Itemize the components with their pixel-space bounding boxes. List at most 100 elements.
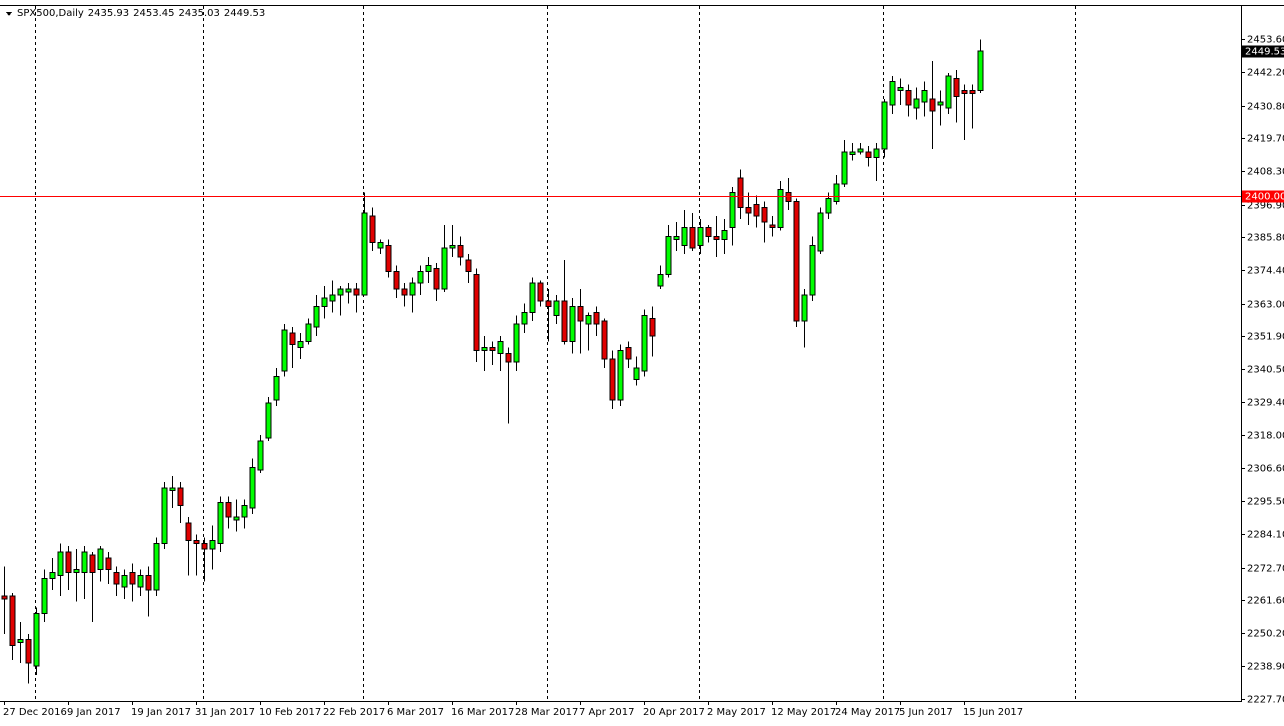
y-tick-label: 2453.60	[1247, 35, 1284, 46]
candle-body	[329, 294, 336, 302]
y-tick-label: 2295.50	[1247, 497, 1284, 508]
y-tick-label: 2306.60	[1247, 464, 1284, 475]
candle-body	[609, 358, 616, 401]
y-tick-label: 2238.90	[1247, 662, 1284, 673]
candle-body	[89, 554, 96, 573]
candle-body	[417, 271, 424, 284]
candle-body	[841, 151, 848, 185]
candle-body	[105, 557, 112, 571]
candle-body	[961, 89, 968, 94]
candle-body	[721, 230, 728, 240]
candle-body	[369, 215, 376, 243]
y-tick-label: 2363.00	[1247, 300, 1284, 311]
level-label-box	[1242, 190, 1284, 203]
candle-body	[217, 501, 224, 544]
candle-body	[737, 177, 744, 208]
candle-body	[953, 78, 960, 97]
candle-body	[857, 148, 864, 153]
candle-body	[81, 551, 88, 573]
candle-body	[201, 542, 208, 550]
header-icon	[6, 12, 12, 16]
low: 2435.03	[179, 8, 220, 19]
y-tick-label: 2284.10	[1247, 530, 1284, 541]
candle-body	[233, 516, 240, 521]
candle-body	[585, 314, 592, 325]
candle-body	[521, 311, 528, 325]
x-tick-label: 31 Jan 2017	[195, 707, 255, 718]
candle-body	[593, 311, 600, 325]
candle-body	[697, 227, 704, 246]
candle-body	[97, 548, 104, 571]
candle-body	[441, 247, 448, 290]
candle-body	[833, 183, 840, 202]
candle-body	[73, 569, 80, 573]
candle-body	[409, 282, 416, 296]
candle-body	[513, 323, 520, 363]
candle-body	[641, 314, 648, 372]
x-tick-label: 27 Dec 2016	[3, 707, 67, 718]
y-tick-label: 2408.30	[1247, 167, 1284, 178]
candle-body	[185, 522, 192, 541]
candle-body	[25, 639, 32, 664]
candle-body	[969, 89, 976, 94]
candle-body	[809, 244, 816, 296]
x-tick-label: 28 Mar 2017	[515, 707, 578, 718]
level-label: 2400.00	[1245, 192, 1284, 203]
candle-body	[769, 224, 776, 229]
x-tick-label: 7 Apr 2017	[579, 707, 634, 718]
chart-header: SPX500,Daily 2435.93 2453.45 2435.03 2449.53	[17, 8, 265, 19]
candle-body	[129, 571, 136, 585]
candle-body	[289, 332, 296, 346]
candle-body	[121, 574, 128, 588]
y-tick-label: 2442.20	[1247, 68, 1284, 79]
high: 2453.45	[133, 8, 174, 19]
x-tick-label: 2 May 2017	[707, 707, 766, 718]
candle-body	[321, 297, 328, 308]
candle-body	[945, 75, 952, 109]
y-tick-label: 2430.80	[1247, 102, 1284, 113]
candle-body	[665, 235, 672, 275]
candle-body	[169, 487, 176, 492]
candle-body	[345, 288, 352, 293]
candle-body	[33, 612, 40, 667]
x-tick-label: 22 Feb 2017	[323, 707, 385, 718]
y-tick-label: 2261.60	[1247, 596, 1284, 607]
candle-body	[745, 206, 752, 214]
y-tick-label: 2385.80	[1247, 233, 1284, 244]
candle-body	[729, 192, 736, 229]
candle-body	[929, 98, 936, 112]
candle-body	[481, 347, 488, 351]
candle-body	[425, 265, 432, 273]
x-tick-label: 20 Apr 2017	[643, 707, 705, 718]
candle-body	[265, 402, 272, 439]
candle-body	[569, 306, 576, 343]
x-tick-label: 24 May 2017	[835, 707, 900, 718]
candle-body	[889, 81, 896, 106]
symbol: SPX500,Daily	[17, 8, 84, 19]
candle-body	[257, 440, 264, 471]
candle-body	[377, 241, 384, 249]
candle-body	[881, 101, 888, 150]
x-tick-label: 5 Jun 2017	[899, 707, 953, 718]
x-tick-label: 10 Feb 2017	[259, 707, 321, 718]
y-tick-label: 2250.20	[1247, 629, 1284, 640]
y-tick-label: 2340.50	[1247, 365, 1284, 376]
candle-body	[497, 341, 504, 354]
candle-body	[457, 244, 464, 258]
candle-body	[337, 288, 344, 296]
candle-body	[897, 86, 904, 91]
y-tick-label: 2272.70	[1247, 564, 1284, 575]
candle-body	[361, 212, 368, 296]
candle-body	[537, 282, 544, 302]
candle-body	[449, 244, 456, 249]
candle-body	[241, 504, 248, 518]
y-tick-label: 2351.90	[1247, 332, 1284, 343]
price-label: 2449.53	[1245, 47, 1284, 58]
candle-body	[433, 268, 440, 290]
x-tick-label: 16 Mar 2017	[451, 707, 514, 718]
candle-body	[249, 466, 256, 509]
candle-body	[17, 639, 24, 644]
close: 2449.53	[224, 8, 265, 19]
x-tick-label: 19 Jan 2017	[131, 707, 191, 718]
candle-body	[1, 595, 8, 600]
